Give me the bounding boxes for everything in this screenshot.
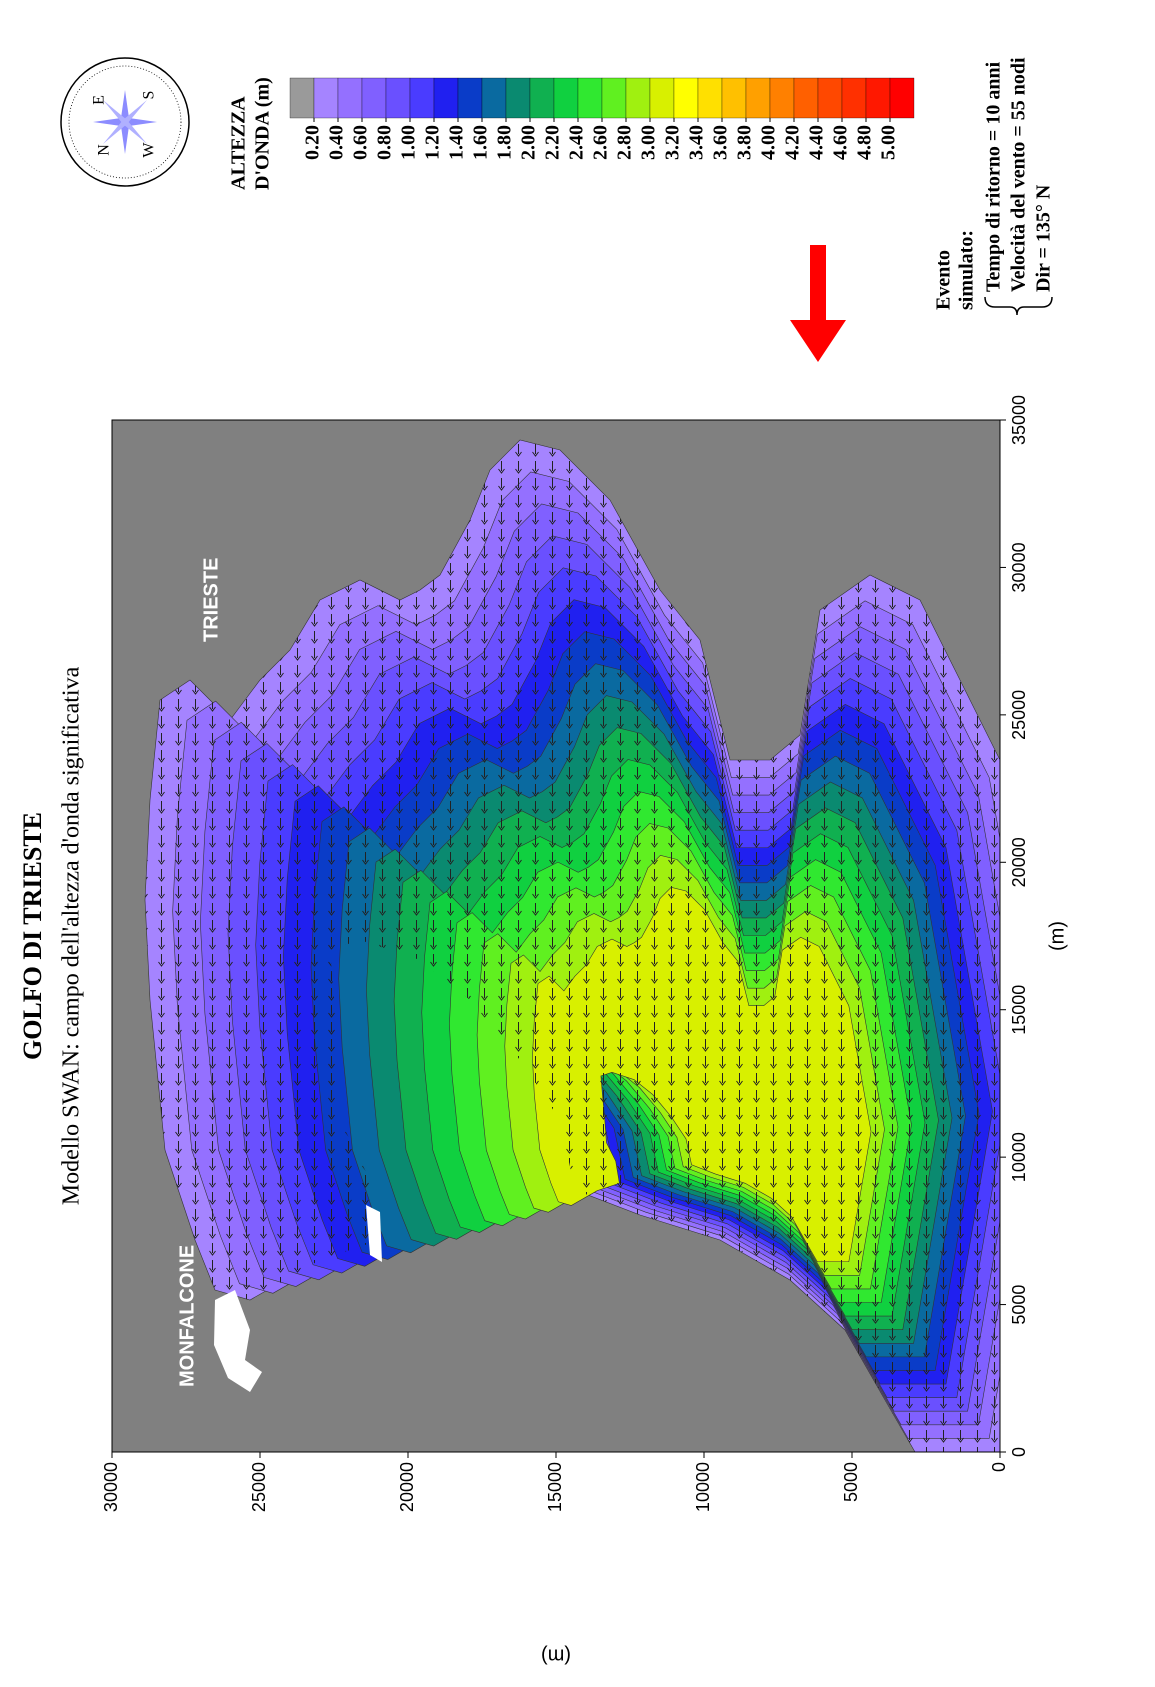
- colorbar-swatch: [746, 78, 770, 118]
- y-tick-label: 15000: [545, 1462, 565, 1512]
- colorbar-swatch: [890, 78, 914, 118]
- colorbar-label: 3.00: [638, 125, 660, 160]
- colorbar-label: 4.60: [830, 125, 852, 160]
- colorbar-label: 3.60: [710, 125, 732, 160]
- colorbar-swatch: [698, 78, 722, 118]
- colorbar-label: 4.20: [782, 125, 804, 160]
- colorbar-swatch: [554, 78, 578, 118]
- page: {"header": {"title": "GOLFO DI TRIESTE",…: [0, 0, 1155, 1687]
- x-tick-label: 5000: [1009, 1285, 1029, 1325]
- colorbar-label: 4.40: [806, 125, 828, 160]
- wind-arrow: [790, 245, 846, 362]
- colorbar-swatch: [362, 78, 386, 118]
- y-tick-label: 20000: [397, 1462, 417, 1512]
- compass: N E S W: [61, 58, 189, 186]
- event-heading: simulato:: [956, 230, 978, 310]
- colorbar-swatch: [626, 78, 650, 118]
- colorbar-swatch: [530, 78, 554, 118]
- x-tick-label: 30000: [1009, 542, 1029, 592]
- brace: [985, 297, 1052, 315]
- colorbar-swatch: [578, 78, 602, 118]
- colorbar-label: 0.60: [350, 125, 372, 160]
- place-label: TRIESTE: [200, 558, 222, 642]
- y-tick-label: 5000: [841, 1462, 861, 1502]
- colorbar-title: ALTEZZA: [228, 96, 250, 190]
- y-tick-label: 0: [989, 1462, 1009, 1472]
- colorbar-label: 3.40: [686, 125, 708, 160]
- colorbar-swatch: [482, 78, 506, 118]
- event-line: Dir = 135° N: [1033, 184, 1055, 292]
- place-label: MONFALCONE: [176, 1245, 198, 1387]
- colorbar-label: 2.60: [590, 125, 612, 160]
- x-tick-label: 15000: [1009, 985, 1029, 1035]
- colorbar-swatch: [386, 78, 410, 118]
- colorbar-swatch: [314, 78, 338, 118]
- subtitle: Modello SWAN: campo dell'altezza d'onda …: [59, 666, 85, 1205]
- colorbar-label: 2.00: [518, 125, 540, 160]
- colorbar-swatch: [338, 78, 362, 118]
- colorbar-label: 1.40: [446, 125, 468, 160]
- colorbar-label: 1.00: [398, 125, 420, 160]
- event-heading: Evento: [933, 250, 955, 310]
- colorbar-swatch: [818, 78, 842, 118]
- y-axis-label: (m): [541, 1645, 571, 1667]
- compass-letter: W: [141, 142, 158, 158]
- colorbar-swatch: [842, 78, 866, 118]
- colorbar-label: 3.20: [662, 125, 684, 160]
- colorbar-label: 4.00: [758, 125, 780, 160]
- colorbar-label: 1.60: [470, 125, 492, 160]
- colorbar-swatch: [674, 78, 698, 118]
- colorbar-label: 0.20: [302, 125, 324, 160]
- event-line: Tempo di ritorno = 10 anni: [983, 61, 1005, 292]
- colorbar-swatch: [866, 78, 890, 118]
- colorbar-title: D'ONDA (m): [252, 77, 274, 190]
- event-line: Velocità del vento = 55 nodi: [1008, 57, 1030, 292]
- colorbar-label: 5.00: [878, 125, 900, 160]
- figure: N E S W GOLFO DI TRIESTE Modello SWAN: camp…: [0, 0, 1155, 1687]
- colorbar-label: 1.20: [422, 125, 444, 160]
- title: GOLFO DI TRIESTE: [18, 812, 47, 1060]
- colorbar-swatch: [410, 78, 434, 118]
- colorbar-label: 2.40: [566, 125, 588, 160]
- colorbar-swatch: [722, 78, 746, 118]
- colorbar-swatch: [794, 78, 818, 118]
- x-tick-label: 20000: [1009, 837, 1029, 887]
- colorbar-label: 0.40: [326, 125, 348, 160]
- colorbar-swatch: [290, 78, 314, 118]
- colorbar-swatch: [434, 78, 458, 118]
- compass-letter: S: [141, 91, 158, 100]
- x-tick-label: 10000: [1009, 1132, 1029, 1182]
- colorbar-swatch: [506, 78, 530, 118]
- x-tick-label: 25000: [1009, 690, 1029, 740]
- colorbar-swatch: [602, 78, 626, 118]
- x-axis-label: (m): [1046, 921, 1068, 951]
- y-tick-label: 25000: [249, 1462, 269, 1512]
- colorbar-label: 2.80: [614, 125, 636, 160]
- y-tick-label: 10000: [693, 1462, 713, 1512]
- y-tick-label: 30000: [101, 1462, 121, 1512]
- colorbar-swatch: [650, 78, 674, 118]
- colorbar-label: 2.20: [542, 125, 564, 160]
- colorbar-label: 4.80: [854, 125, 876, 160]
- compass-letter: E: [91, 95, 108, 105]
- colorbar-label: 1.80: [494, 125, 516, 160]
- x-tick-label: 0: [1009, 1447, 1029, 1457]
- colorbar-label: 3.80: [734, 125, 756, 160]
- colorbar-swatch: [770, 78, 794, 118]
- compass-letter: N: [96, 144, 113, 156]
- x-tick-label: 35000: [1009, 395, 1029, 445]
- colorbar-swatch: [458, 78, 482, 118]
- colorbar-label: 0.80: [374, 125, 396, 160]
